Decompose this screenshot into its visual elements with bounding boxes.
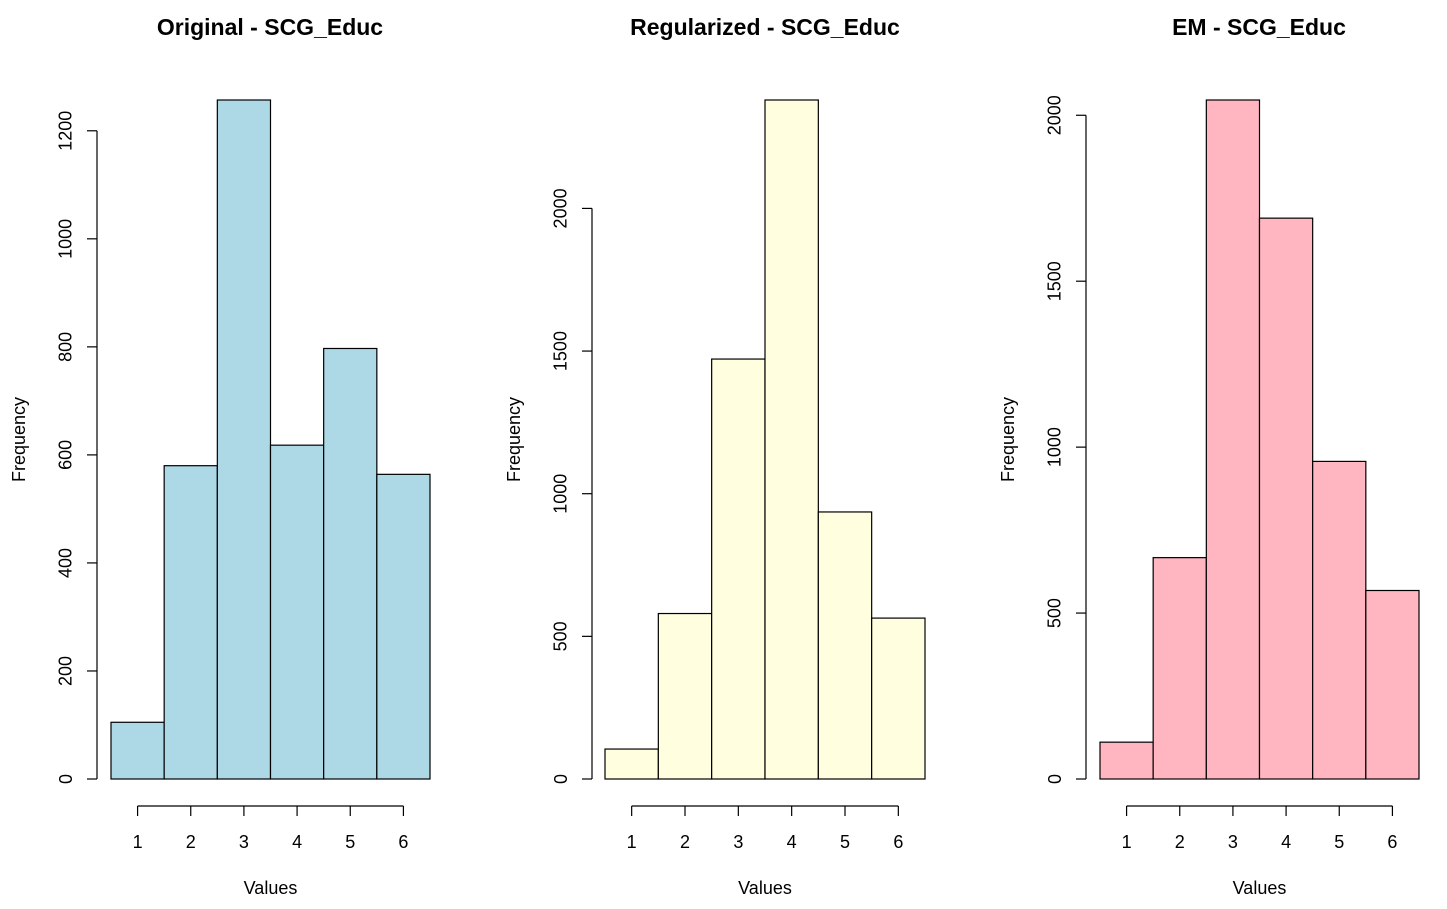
x-tick-label: 5: [1334, 832, 1344, 852]
chart-panel-1: Original - SCG_Educ 0 200 400 600 800 1000 1200…: [9, 14, 431, 898]
histogram-bar-2: [657, 612, 713, 780]
histogram-bar-3: [1205, 99, 1261, 780]
y-tick-label: 1000: [56, 219, 76, 259]
x-tick-label: 3: [239, 832, 249, 852]
histogram-bar-2: [163, 465, 218, 780]
y-tick-label: 1500: [551, 331, 571, 371]
histogram-bar-3: [216, 99, 272, 780]
y-tick-label: 2000: [1045, 95, 1065, 135]
y-tick-label: 200: [56, 656, 76, 686]
histogram-bar-1: [1099, 741, 1154, 780]
x-axis-label: Values: [244, 878, 298, 898]
histogram-bar-1: [604, 748, 659, 780]
y-tick-label: 0: [56, 774, 76, 784]
y-tick-label: 1000: [1045, 427, 1065, 467]
x-tick-label: 4: [292, 832, 302, 852]
x-tick-label: 6: [1387, 832, 1397, 852]
histogram-bar-6: [376, 473, 431, 780]
chart-panel-3: EM - SCG_Educ 0 500 1000 1500 2000 1 2 3 4 5 6 Value…: [998, 14, 1420, 898]
histogram-bar-6: [871, 617, 926, 780]
histogram-bar-5: [323, 347, 378, 780]
x-tick-label: 1: [1122, 832, 1132, 852]
histogram-bar-1: [110, 721, 165, 780]
x-tick-label: 5: [345, 832, 355, 852]
x-tick-label: 2: [186, 832, 196, 852]
x-tick-label: 3: [733, 832, 743, 852]
x-tick-label: 4: [1281, 832, 1291, 852]
y-tick-label: 500: [551, 621, 571, 651]
y-tick-label: 600: [56, 440, 76, 470]
y-axis-label: Frequency: [9, 397, 29, 482]
y-axis-label: Frequency: [504, 397, 524, 482]
chart-title: EM - SCG_Educ: [1172, 14, 1346, 40]
y-axis-label: Frequency: [998, 397, 1018, 482]
y-tick-label: 1200: [56, 111, 76, 151]
x-axis-label: Values: [738, 878, 792, 898]
histogram-bar-4: [764, 99, 819, 780]
histogram-bar-5: [1312, 460, 1367, 780]
chart-title: Original - SCG_Educ: [157, 14, 383, 40]
chart-title: Regularized - SCG_Educ: [630, 14, 900, 40]
x-tick-label: 1: [133, 832, 143, 852]
x-tick-label: 5: [840, 832, 850, 852]
x-axis-label: Values: [1233, 878, 1287, 898]
y-tick-label: 400: [56, 548, 76, 578]
histogram-bar-2: [1152, 557, 1207, 780]
chart-panel-2: Regularized - SCG_Educ 0 500 1000 1500 2000 1 2…: [504, 14, 926, 898]
y-tick-label: 500: [1045, 598, 1065, 628]
x-tick-label: 6: [893, 832, 903, 852]
x-tick-label: 2: [1175, 832, 1185, 852]
y-tick-label: 2000: [551, 188, 571, 228]
x-tick-label: 1: [627, 832, 637, 852]
histogram-bar-4: [1258, 217, 1314, 780]
x-tick-label: 6: [398, 832, 408, 852]
y-tick-label: 0: [551, 774, 571, 784]
histogram-bar-5: [817, 511, 873, 780]
y-tick-label: 0: [1045, 774, 1065, 784]
x-tick-label: 4: [787, 832, 797, 852]
x-tick-label: 3: [1228, 832, 1238, 852]
histogram-bar-6: [1365, 589, 1420, 780]
histogram-bar-4: [269, 444, 325, 780]
histogram-bar-3: [711, 358, 766, 780]
y-tick-label: 1000: [551, 474, 571, 514]
y-tick-label: 800: [56, 332, 76, 362]
y-tick-label: 1500: [1045, 261, 1065, 301]
x-tick-label: 2: [680, 832, 690, 852]
